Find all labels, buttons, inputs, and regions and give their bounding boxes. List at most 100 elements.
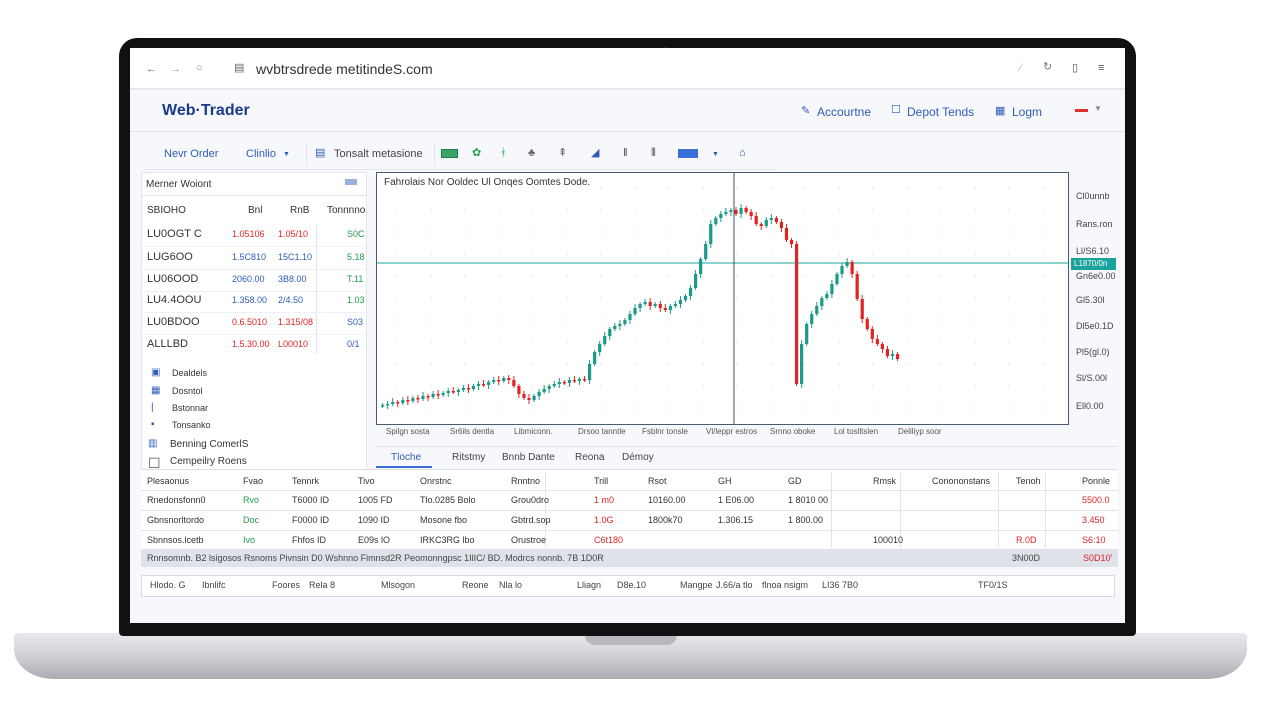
menu-item[interactable]: Dosntol <box>172 386 203 396</box>
status-item: Nla lo <box>499 580 523 590</box>
grid-dot <box>974 209 976 211</box>
candle <box>724 212 728 214</box>
grid-dot <box>600 187 602 189</box>
watch-ask[interactable]: 2/4.50 <box>278 295 304 305</box>
tab-1[interactable]: Ritstmy <box>452 452 486 463</box>
lock-toggle-icon[interactable]: ⌂ <box>739 147 746 159</box>
status-item: Foores <box>272 580 301 590</box>
timeframe-icon[interactable]: ⦀ <box>651 147 656 159</box>
grid-dot <box>736 275 738 277</box>
candle <box>466 388 471 390</box>
status-bar <box>141 575 1115 597</box>
watch-bid[interactable]: 1.5C810 <box>232 252 267 262</box>
candle <box>769 218 773 220</box>
watch-ask[interactable]: 15C1.10 <box>278 252 313 262</box>
grid-dot <box>940 341 942 343</box>
forward-arrow-icon[interactable]: → <box>170 63 181 75</box>
refresh-icon[interactable]: ↻ <box>1043 61 1053 73</box>
line-icon: | <box>151 402 154 413</box>
price-label: Rans.ron <box>1076 219 1113 229</box>
watch-bid[interactable]: 1.05106 <box>232 229 265 239</box>
watch-symbol[interactable]: LU0BDOO <box>147 316 200 328</box>
zoom-icon[interactable] <box>678 149 698 158</box>
objects-icon[interactable]: ♣ <box>528 147 536 159</box>
watch-bid[interactable]: 0.6.5010 <box>232 317 268 327</box>
new-order-button[interactable]: Nevr Order <box>164 148 219 160</box>
grid-dot <box>974 363 976 365</box>
grid-dot <box>566 275 568 277</box>
watch-bid[interactable]: 1.358.00 <box>232 295 268 305</box>
template-button[interactable]: Tonsalt metasione <box>334 148 423 160</box>
panel-menu-icon[interactable] <box>345 179 357 185</box>
price-chart[interactable] <box>377 173 1068 424</box>
flag-icon[interactable] <box>1075 109 1088 112</box>
watch-ask[interactable]: 1.05/10 <box>278 229 309 239</box>
watch-symbol[interactable]: LU4.4OOU <box>147 294 202 306</box>
indicator-icon[interactable]: ✿ <box>472 147 482 159</box>
menu-item[interactable]: Cempeilry Roens <box>170 456 247 467</box>
grid-dot <box>940 231 942 233</box>
grid-dot <box>668 231 670 233</box>
grid-dot <box>1042 363 1044 365</box>
candle <box>401 400 405 403</box>
period-icon[interactable]: ‖ <box>623 147 628 159</box>
menu-item[interactable]: Bstonnar <box>172 403 209 413</box>
chart-area[interactable] <box>376 172 1069 425</box>
chevron-down-icon[interactable]: ▼ <box>1094 104 1102 113</box>
grid-dot <box>430 407 432 409</box>
nav-depot-trends[interactable]: Depot Tends <box>907 105 975 119</box>
watch-symbol[interactable]: ALLLBD <box>147 338 188 350</box>
menu-item[interactable]: Benning ComerlS <box>170 439 249 450</box>
watch-symbol[interactable]: LUG6OO <box>147 251 193 263</box>
candle <box>633 308 637 314</box>
tab-0[interactable]: Tloche <box>391 452 422 463</box>
nav-logout[interactable]: Logm <box>1012 105 1043 119</box>
grid-dot <box>1042 319 1044 321</box>
menu-item[interactable]: Tonsanko <box>172 420 211 430</box>
grid-dot <box>396 231 398 233</box>
charts-dropdown[interactable]: Clinlio <box>246 148 276 160</box>
watch-ask[interactable]: 3B8.00 <box>278 274 307 284</box>
tab-3[interactable]: Reona <box>575 452 605 463</box>
status-item: TF0/1S <box>978 580 1008 590</box>
candle-chart-icon[interactable] <box>441 149 458 158</box>
nav-account[interactable]: Accourtne <box>817 105 872 119</box>
position-cell[interactable]: Rnedonsfonn0 <box>147 495 206 505</box>
grid-dot <box>566 363 568 365</box>
grid-dot <box>634 341 636 343</box>
menu-item[interactable]: Dealdels <box>172 368 208 378</box>
url-field[interactable]: wvbtrsdrede metitindeS.com <box>256 61 433 77</box>
watch-symbol[interactable]: LU06OOD <box>147 273 199 285</box>
menu-icon[interactable]: ≡ <box>1098 62 1105 74</box>
watch-ask[interactable]: L00010 <box>278 339 309 349</box>
grid-dot <box>668 363 670 365</box>
watch-bid[interactable]: 2060.00 <box>232 274 265 284</box>
reload-icon[interactable]: ○ <box>196 62 203 74</box>
grid-dot <box>498 363 500 365</box>
tab-2[interactable]: Bnnb Dante <box>502 452 555 463</box>
grid-dot <box>532 407 534 409</box>
candle <box>663 308 667 310</box>
candle <box>542 389 546 392</box>
bar-chart-icon[interactable]: ᚼ <box>500 147 507 159</box>
grid-dot <box>804 407 806 409</box>
extension-icon[interactable]: ⁄ <box>1020 62 1022 74</box>
watch-bid[interactable]: 1.5.30.00 <box>232 339 270 349</box>
watch-symbol[interactable]: LU0OGT C <box>147 228 202 240</box>
draw-line-icon[interactable]: ◢ <box>591 147 600 159</box>
grid-dot <box>464 385 466 387</box>
grid-dot <box>702 231 704 233</box>
position-cell[interactable]: Sbnnsos.lcetb <box>147 535 204 545</box>
grid-dot <box>464 297 466 299</box>
position-cell[interactable]: Gbnsnorltordo <box>147 515 205 525</box>
watch-ask[interactable]: 1.315/08 <box>278 317 314 327</box>
chevron-down-icon[interactable]: ▼ <box>712 151 719 158</box>
grid-dot <box>634 297 636 299</box>
position-cell: 1800k70 <box>648 515 683 525</box>
bookmark-icon[interactable]: ▯ <box>1072 62 1079 74</box>
tab-4[interactable]: Démoy <box>622 452 654 463</box>
grid-dot <box>702 319 704 321</box>
back-arrow-icon[interactable]: ← <box>146 63 157 75</box>
crosshair-icon[interactable]: ⇞ <box>558 147 568 159</box>
candle <box>512 380 516 386</box>
